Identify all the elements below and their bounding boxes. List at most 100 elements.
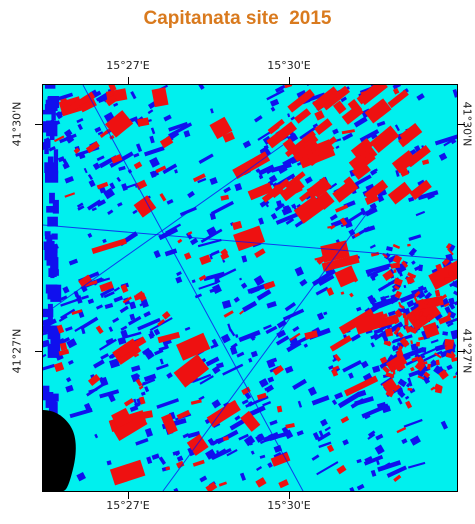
blue-patch <box>65 134 75 144</box>
red-parcel <box>416 319 421 327</box>
red-parcel <box>407 387 413 391</box>
blue-patch <box>377 460 402 472</box>
blue-patch <box>371 277 376 281</box>
blue-patch <box>52 199 59 214</box>
red-parcel <box>339 217 348 226</box>
red-parcel <box>105 95 118 107</box>
blue-patch <box>292 325 300 333</box>
blue-patch <box>239 472 247 481</box>
blue-patch <box>403 418 423 428</box>
left-tick-2 <box>35 351 42 352</box>
blue-patch <box>375 433 384 441</box>
red-parcel <box>379 313 388 320</box>
blue-patch <box>156 398 180 409</box>
blue-patch <box>107 209 114 215</box>
blue-patch <box>163 114 172 122</box>
red-parcel <box>159 135 174 149</box>
blue-patch <box>243 435 256 447</box>
blue-patch <box>311 395 330 406</box>
blue-patch <box>191 279 196 284</box>
red-parcel <box>392 262 401 269</box>
red-parcel <box>405 275 415 285</box>
blue-patch <box>46 206 56 213</box>
red-parcel <box>239 310 245 315</box>
blue-patch <box>106 460 112 466</box>
blue-patch <box>304 176 313 184</box>
red-parcel <box>111 407 133 429</box>
blue-patch <box>198 281 218 290</box>
red-parcel <box>123 398 135 407</box>
blue-patch <box>153 328 161 336</box>
blue-patch <box>182 433 190 439</box>
red-parcel <box>438 369 449 380</box>
blue-patch <box>363 454 384 466</box>
red-parcel <box>254 248 266 259</box>
map-features <box>43 85 457 491</box>
blue-patch <box>222 259 226 263</box>
blue-patch <box>297 400 303 408</box>
blue-patch <box>397 378 407 388</box>
blue-patch <box>281 206 293 216</box>
red-parcel <box>394 290 403 299</box>
red-parcel <box>255 477 267 488</box>
red-parcel <box>434 289 441 297</box>
red-parcel <box>279 178 305 202</box>
blue-patch <box>168 121 189 132</box>
blue-patch <box>455 371 457 376</box>
red-parcel <box>417 375 425 380</box>
blue-patch <box>367 430 376 437</box>
blue-patch <box>163 343 169 350</box>
blue-patch <box>361 406 382 419</box>
bottom-tick-1 <box>128 492 129 499</box>
red-parcel <box>155 165 167 174</box>
red-parcel <box>85 141 100 154</box>
blue-patch <box>184 326 191 331</box>
blue-patch <box>227 323 232 332</box>
blue-patch <box>143 311 151 318</box>
blue-patch <box>48 145 56 152</box>
blue-patch <box>212 284 222 294</box>
blue-patch <box>277 164 288 175</box>
red-parcel <box>272 365 284 376</box>
blue-patch <box>210 200 234 216</box>
red-parcel <box>329 335 353 352</box>
blue-patch <box>365 263 392 274</box>
red-parcel <box>71 309 83 315</box>
blue-patch <box>130 91 137 100</box>
blue-patch <box>47 303 53 321</box>
red-parcel <box>440 294 448 300</box>
blue-patch <box>187 431 201 439</box>
masked-area <box>43 410 76 491</box>
red-parcel <box>444 276 451 282</box>
blue-patch <box>294 266 304 277</box>
blue-patch <box>248 357 253 363</box>
red-parcel <box>397 331 404 339</box>
blue-patch <box>258 378 269 388</box>
blue-patch <box>214 268 237 281</box>
blue-patch <box>446 321 454 328</box>
blue-patch <box>430 359 437 366</box>
blue-patch <box>158 227 179 241</box>
blue-patch <box>211 399 222 409</box>
blue-patch <box>77 123 83 131</box>
blue-patch <box>434 134 457 146</box>
blue-patch <box>108 393 116 403</box>
blue-patch <box>407 461 426 469</box>
blue-patch <box>238 433 249 441</box>
blue-patch <box>221 299 232 309</box>
red-parcel <box>451 357 457 363</box>
blue-patch <box>258 217 265 225</box>
blue-patch <box>192 373 212 383</box>
red-parcel <box>392 384 401 392</box>
red-parcel <box>122 296 132 304</box>
blue-patch <box>147 109 154 115</box>
blue-patch <box>87 174 93 180</box>
red-parcel <box>447 270 455 277</box>
blue-patch <box>239 277 243 281</box>
red-parcel <box>187 231 193 236</box>
red-parcel <box>433 352 442 359</box>
blue-patch <box>331 399 338 406</box>
red-parcel <box>120 284 129 293</box>
blue-patch <box>44 143 49 155</box>
right-tick-2 <box>458 351 465 352</box>
